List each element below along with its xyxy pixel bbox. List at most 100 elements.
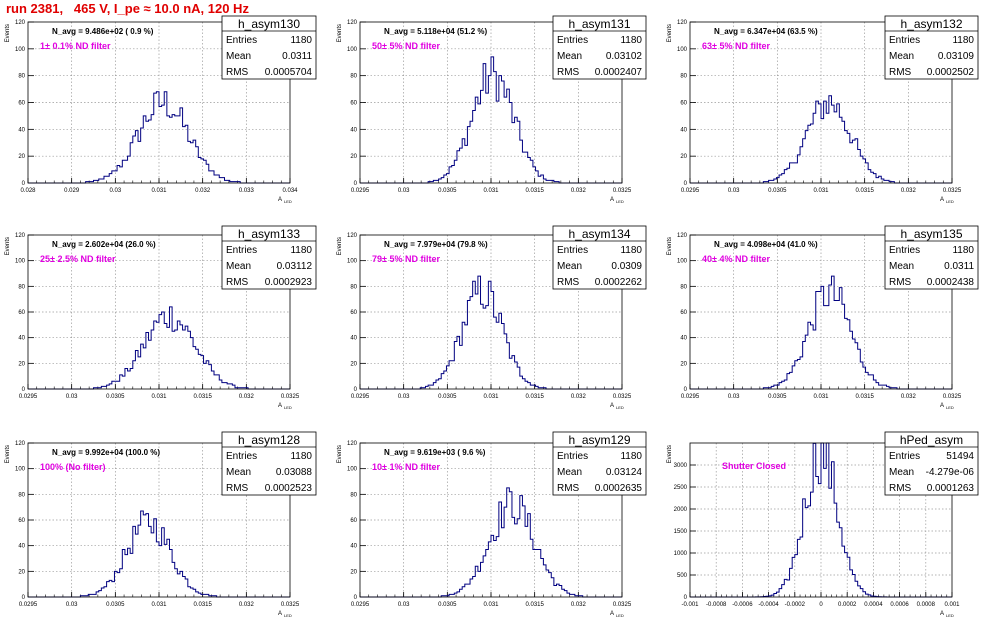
- y-tick-label: 0: [354, 387, 358, 393]
- y-tick-label: 100: [15, 47, 26, 53]
- stats-value: 1180: [290, 451, 312, 462]
- stats-value: 0.0002502: [927, 67, 975, 78]
- y-tick-label: 120: [677, 233, 688, 239]
- stats-value: 1180: [290, 35, 312, 46]
- plot-frame: [27, 442, 291, 598]
- y-tick-label: 20: [18, 361, 25, 367]
- chart-panel-hPed_asym: -0.001 -0.0008 -0.0006 -0.0004 -0.0002 0 0.000…: [667, 431, 979, 618]
- y-tick-label: 80: [350, 74, 357, 80]
- stats-key: Mean: [557, 261, 582, 272]
- x-axis-sub: LED: [616, 613, 624, 618]
- stats-key: RMS: [557, 67, 580, 78]
- stats-key: Entries: [557, 245, 588, 256]
- stats-value: 1180: [620, 35, 642, 46]
- stats-value: 0.0005704: [265, 67, 313, 78]
- y-axis-label: Events: [5, 24, 11, 42]
- y-tick-label: 100: [347, 47, 358, 53]
- x-axis-sub: LED: [946, 613, 954, 618]
- x-axis-sub: LED: [284, 405, 292, 410]
- chart-panel-h_asym134: 0.0295 0.03 0.0305 0.031 0.0315 0.032 0.0325 0 2…: [337, 225, 647, 410]
- y-tick-label: 60: [18, 518, 25, 524]
- stats-key: Mean: [557, 51, 582, 62]
- stats-value: 0.0002923: [265, 277, 313, 288]
- x-tick-label: 0.032: [239, 602, 255, 608]
- y-tick-label: 60: [350, 101, 357, 107]
- y-tick-label: 20: [18, 569, 25, 575]
- stats-key: Entries: [226, 451, 257, 462]
- y-tick-label: 1000: [674, 551, 688, 557]
- x-tick-label: 0.0305: [438, 188, 457, 194]
- stats-value: 0.03088: [276, 467, 313, 478]
- x-tick-label: 0.0315: [525, 602, 544, 608]
- x-tick-label: 0.0315: [193, 394, 212, 400]
- y-tick-label: 120: [15, 441, 26, 447]
- x-tick-label: 0.031: [813, 188, 829, 194]
- y-tick-label: 40: [350, 544, 357, 550]
- stats-box: [884, 431, 979, 496]
- x-tick-label: 0.03: [66, 602, 78, 608]
- stats-box: [552, 225, 647, 290]
- x-axis-sub: LED: [284, 199, 292, 204]
- x-tick-label: 0.0305: [106, 602, 125, 608]
- stats-value: 0.0002438: [927, 277, 975, 288]
- plot-frame: [27, 234, 291, 390]
- x-axis-sub: LED: [284, 613, 292, 618]
- stats-title: h_asym128: [238, 433, 300, 447]
- chart-panel-h_asym133: 0.0295 0.03 0.0305 0.031 0.0315 0.032 0.0325 0 2…: [5, 225, 317, 410]
- stats-value: 1180: [620, 451, 642, 462]
- x-axis-label: A: [940, 197, 944, 203]
- x-tick-label: 0.03: [398, 394, 410, 400]
- navg-label: N_avg = 5.118e+04 (51.2 %): [384, 27, 488, 36]
- y-tick-label: 20: [350, 361, 357, 367]
- x-tick-label: 0.034: [282, 188, 298, 194]
- x-tick-label: 0.0002: [838, 602, 857, 608]
- navg-label: N_avg = 9.619e+03 ( 9.6 %): [384, 448, 486, 457]
- stats-box: [221, 225, 317, 290]
- stats-value: 1180: [952, 35, 974, 46]
- filter-label: 79± 5% ND filter: [372, 254, 440, 264]
- stats-key: Mean: [226, 261, 251, 272]
- stats-box: [221, 15, 317, 80]
- chart-panel-h_asym128: 0.0295 0.03 0.0305 0.031 0.0315 0.032 0.0325 0 2…: [5, 431, 317, 618]
- x-tick-label: 0.032: [239, 394, 255, 400]
- x-tick-label: 0.0008: [917, 602, 936, 608]
- stats-title: h_asym130: [238, 17, 300, 31]
- x-tick-label: 0.0295: [351, 394, 370, 400]
- x-tick-label: 0.0315: [525, 188, 544, 194]
- x-axis-label: A: [278, 611, 282, 617]
- stats-key: Mean: [889, 51, 914, 62]
- navg-label: N_avg = 9.992e+04 (100.0 %): [52, 448, 160, 457]
- y-tick-label: 80: [350, 284, 357, 290]
- stats-key: RMS: [226, 67, 249, 78]
- stats-key: Entries: [557, 35, 588, 46]
- x-tick-label: 0.0325: [613, 602, 632, 608]
- y-tick-label: 80: [18, 284, 25, 290]
- navg-label: N_avg = 7.979e+04 (79.8 %): [384, 240, 488, 249]
- stats-value: 1180: [620, 245, 642, 256]
- y-tick-label: 100: [347, 259, 358, 265]
- y-tick-label: 60: [18, 101, 25, 107]
- stats-key: Entries: [889, 245, 920, 256]
- stats-value: 0.03102: [606, 51, 643, 62]
- x-tick-label: 0.031: [483, 602, 499, 608]
- stats-title: hPed_asym: [900, 433, 963, 447]
- plot-frame: [689, 234, 953, 390]
- x-tick-label: 0.0006: [890, 602, 909, 608]
- x-tick-label: 0.0295: [351, 188, 370, 194]
- stats-value: 0.0001263: [927, 483, 975, 494]
- x-tick-label: 0.0315: [855, 394, 874, 400]
- y-tick-label: 60: [350, 518, 357, 524]
- x-tick-label: -0.0004: [758, 602, 779, 608]
- stats-key: Mean: [226, 467, 251, 478]
- x-tick-label: 0.031: [483, 188, 499, 194]
- x-tick-label: 0.0325: [943, 188, 962, 194]
- stats-key: Entries: [557, 451, 588, 462]
- stats-box: [884, 225, 979, 290]
- navg-label: N_avg = 2.602e+04 (26.0 %): [52, 240, 156, 249]
- x-axis-sub: LED: [946, 405, 954, 410]
- x-tick-label: -0.0008: [706, 602, 727, 608]
- y-tick-label: 40: [350, 127, 357, 133]
- filter-label: 10± 1% ND filter: [372, 462, 440, 472]
- y-tick-label: 20: [680, 154, 687, 160]
